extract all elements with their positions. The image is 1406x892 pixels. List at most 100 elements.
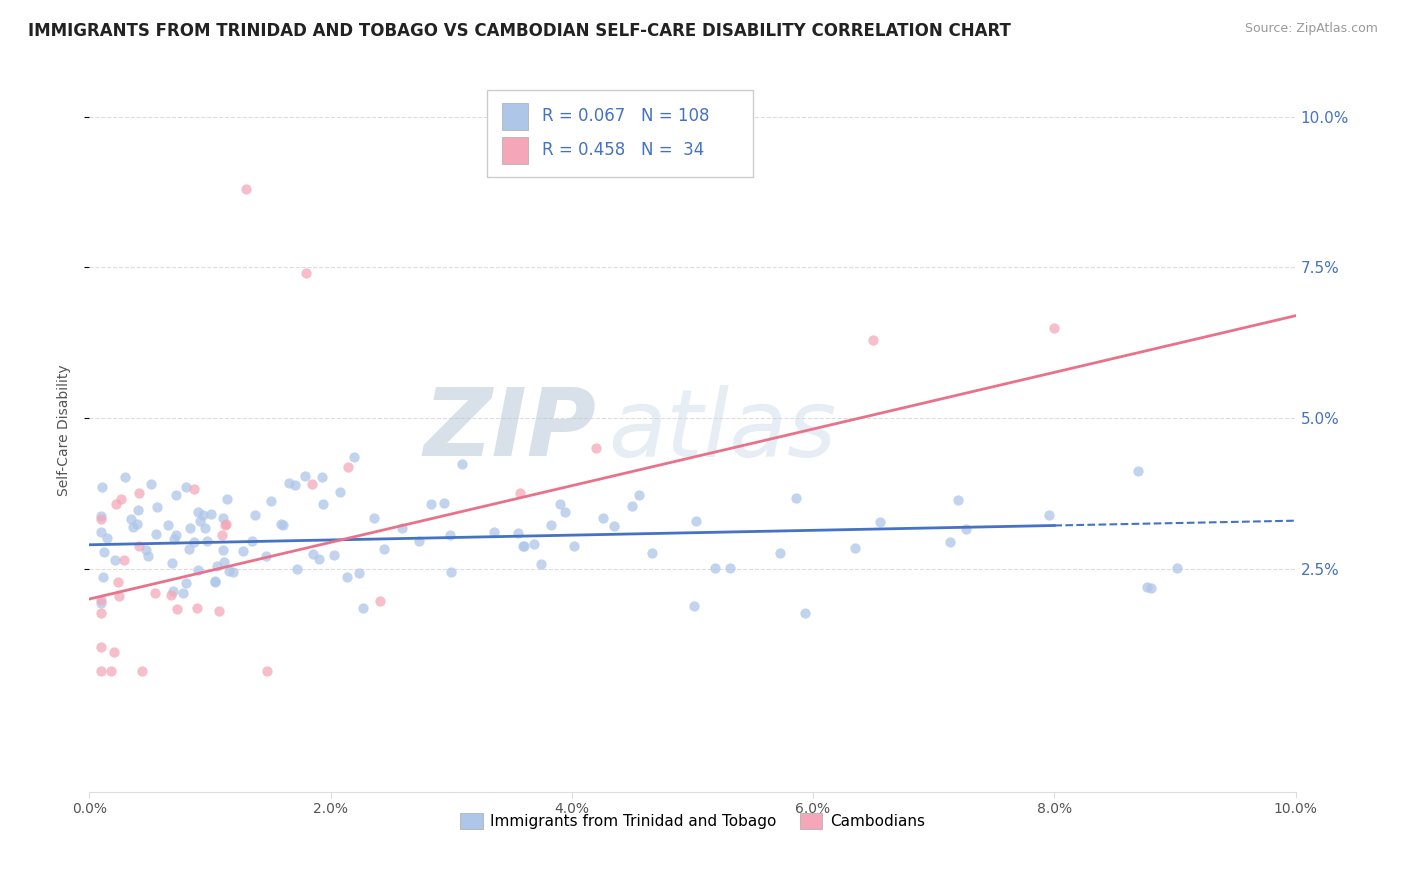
- Point: [131, 665, 153, 679]
- Point: [245, 508, 267, 522]
- Point: [302, 547, 325, 561]
- Text: Source: ZipAtlas.com: Source: ZipAtlas.com: [1244, 22, 1378, 36]
- Point: [90, 665, 112, 679]
- Point: [177, 542, 200, 557]
- Point: [311, 470, 333, 484]
- Point: [1038, 508, 1060, 522]
- Point: [433, 496, 456, 510]
- Point: [179, 521, 201, 535]
- FancyBboxPatch shape: [488, 90, 752, 177]
- Point: [212, 511, 235, 525]
- Text: R = 0.458   N =  34: R = 0.458 N = 34: [541, 141, 704, 160]
- Point: [136, 549, 159, 563]
- Point: [165, 488, 187, 502]
- Bar: [502, 103, 529, 130]
- Point: [391, 521, 413, 535]
- Point: [183, 482, 205, 496]
- Point: [254, 549, 277, 563]
- Point: [187, 563, 209, 577]
- Point: [90, 596, 112, 610]
- Point: [240, 534, 263, 549]
- Text: R = 0.067   N = 108: R = 0.067 N = 108: [541, 107, 709, 125]
- Point: [125, 516, 148, 531]
- Point: [218, 564, 240, 578]
- Point: [284, 477, 307, 491]
- Point: [166, 602, 188, 616]
- Point: [523, 536, 546, 550]
- Point: [335, 570, 357, 584]
- Point: [214, 518, 236, 533]
- Point: [232, 544, 254, 558]
- Point: [90, 511, 112, 525]
- Point: [128, 539, 150, 553]
- Point: [165, 528, 187, 542]
- Point: [172, 586, 194, 600]
- Point: [312, 497, 335, 511]
- Point: [114, 469, 136, 483]
- Point: [329, 484, 352, 499]
- Point: [107, 575, 129, 590]
- Point: [256, 665, 278, 679]
- Point: [540, 517, 562, 532]
- Point: [308, 552, 330, 566]
- Point: [135, 542, 157, 557]
- Point: [212, 555, 235, 569]
- Point: [641, 546, 664, 560]
- Point: [215, 516, 238, 531]
- Point: [278, 476, 301, 491]
- Point: [139, 477, 162, 491]
- Point: [603, 518, 626, 533]
- Point: [295, 267, 318, 281]
- Point: [370, 594, 392, 608]
- Text: ZIP: ZIP: [423, 384, 596, 476]
- Point: [204, 574, 226, 589]
- Point: [190, 514, 212, 528]
- Point: [347, 566, 370, 580]
- Point: [90, 593, 112, 607]
- Point: [90, 640, 112, 655]
- Point: [235, 182, 257, 196]
- Point: [194, 521, 217, 535]
- Point: [103, 645, 125, 659]
- Point: [146, 500, 169, 515]
- Point: [322, 549, 344, 563]
- Point: [862, 333, 884, 347]
- Point: [162, 584, 184, 599]
- Point: [683, 599, 706, 613]
- Point: [211, 527, 233, 541]
- Point: [205, 558, 228, 573]
- Point: [408, 533, 430, 548]
- Point: [294, 468, 316, 483]
- Point: [336, 459, 359, 474]
- Point: [157, 518, 180, 533]
- Point: [1128, 465, 1150, 479]
- Point: [620, 500, 643, 514]
- Point: [204, 574, 226, 589]
- Point: [91, 570, 114, 584]
- Point: [844, 541, 866, 555]
- Point: [186, 600, 208, 615]
- Y-axis label: Self-Care Disability: Self-Care Disability: [58, 365, 72, 496]
- Point: [215, 491, 238, 506]
- Point: [1166, 561, 1188, 575]
- Point: [212, 542, 235, 557]
- Point: [554, 505, 576, 519]
- Point: [419, 497, 441, 511]
- Point: [112, 553, 135, 567]
- Point: [628, 488, 651, 502]
- Point: [512, 539, 534, 553]
- Point: [592, 510, 614, 524]
- Point: [343, 450, 366, 464]
- Point: [121, 520, 143, 534]
- Point: [145, 527, 167, 541]
- Point: [271, 517, 294, 532]
- Point: [585, 441, 607, 455]
- Point: [187, 505, 209, 519]
- Point: [90, 525, 112, 540]
- Point: [93, 545, 115, 559]
- Text: IMMIGRANTS FROM TRINIDAD AND TOBAGO VS CAMBODIAN SELF-CARE DISABILITY CORRELATIO: IMMIGRANTS FROM TRINIDAD AND TOBAGO VS C…: [28, 22, 1011, 40]
- Point: [160, 588, 183, 602]
- Point: [550, 497, 572, 511]
- Point: [1043, 320, 1066, 334]
- Point: [509, 486, 531, 500]
